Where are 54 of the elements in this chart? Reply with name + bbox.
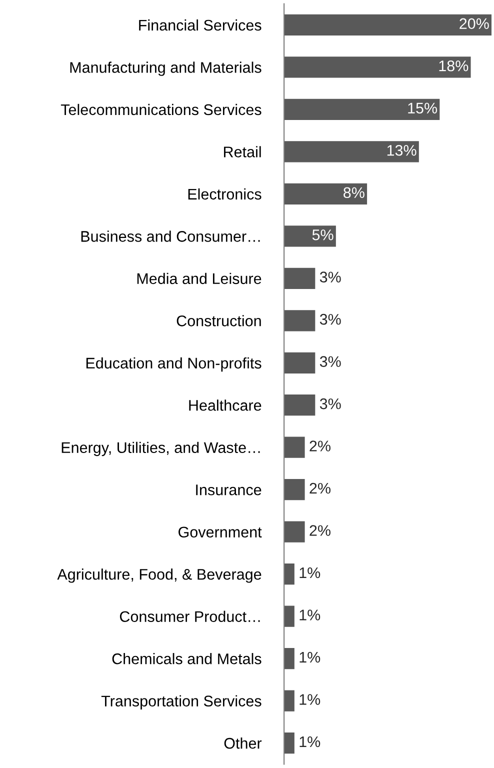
data-label: 13%	[387, 144, 416, 156]
data-label: 8%	[344, 187, 364, 198]
y-tick-label: Business and Consumer…	[81, 230, 260, 242]
data-label: 1%	[300, 610, 320, 620]
y-tick-label: Education and Non-profits	[86, 357, 262, 372]
data-label: 2%	[310, 525, 330, 536]
bar	[284, 606, 294, 627]
data-label: 3%	[320, 314, 341, 325]
bar	[284, 690, 294, 712]
bar	[284, 352, 316, 374]
data-label: 1%	[300, 694, 320, 705]
bar	[284, 14, 492, 36]
data-label: 1%	[300, 736, 320, 748]
data-label: 3%	[320, 398, 341, 410]
data-label: 2%	[310, 440, 330, 452]
y-tick-label: Electronics	[188, 188, 262, 200]
bar	[284, 436, 305, 458]
data-label: 1%	[300, 652, 320, 663]
bar	[284, 564, 294, 585]
bar	[284, 98, 440, 120]
y-tick-label: Government	[178, 526, 262, 538]
y-tick-label: Financial Services	[139, 19, 262, 31]
data-label: 5%	[312, 230, 334, 240]
y-tick-label: Healthcare	[189, 400, 262, 411]
y-tick-label: Retail	[224, 146, 261, 158]
y-tick-label: Construction	[176, 315, 261, 326]
y-tick-label: Transportation Services	[101, 695, 262, 710]
bar	[284, 648, 294, 670]
data-label: 20%	[460, 18, 489, 30]
y-tick-label: Other	[224, 738, 262, 749]
bar	[284, 226, 336, 247]
bar	[284, 268, 316, 289]
data-label: 15%	[408, 102, 438, 114]
y-tick-label: Energy, Utilities, and Waste…	[62, 442, 260, 456]
y-tick-label: Chemicals and Metals	[112, 653, 262, 664]
y-tick-label: Manufacturing and Materials	[70, 62, 262, 76]
bar	[284, 521, 305, 542]
bar	[284, 310, 316, 332]
bar	[284, 394, 316, 416]
data-label: 3%	[320, 272, 341, 282]
y-tick-label: Telecommunications Services	[60, 104, 262, 116]
bar	[284, 183, 368, 204]
y-tick-label: Media and Leisure	[137, 272, 262, 284]
data-label: 3%	[320, 356, 341, 367]
bar	[284, 56, 471, 78]
data-label: 2%	[310, 482, 330, 494]
data-label: 18%	[439, 60, 468, 72]
y-tick-label: Consumer Product…	[120, 610, 260, 622]
y-tick-label: Insurance	[196, 484, 262, 496]
y-tick-label: Agriculture, Food, & Beverage	[57, 568, 262, 583]
bar	[284, 479, 305, 500]
bar	[284, 732, 294, 754]
bar	[284, 141, 419, 162]
data-label: 1%	[300, 567, 320, 578]
